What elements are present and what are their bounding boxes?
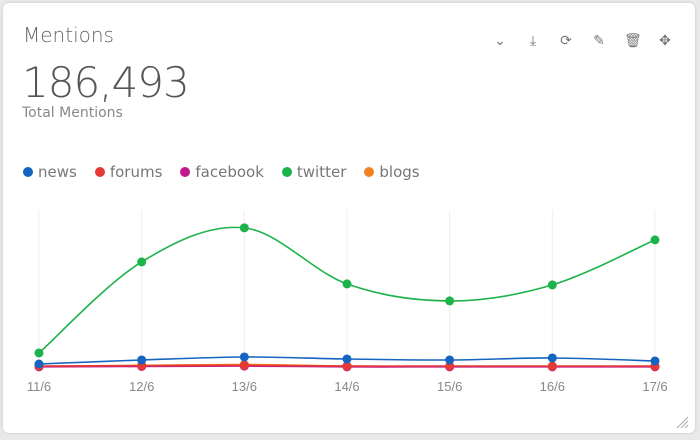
legend-label: news — [38, 163, 77, 181]
resize-handle-icon[interactable] — [675, 415, 689, 429]
data-point-forums — [547, 361, 557, 371]
data-point-news — [445, 355, 455, 365]
legend-dot — [94, 167, 105, 177]
chart-legend: news forums facebook twitter blogs — [23, 163, 420, 181]
data-point-news — [137, 355, 147, 365]
legend-item-news[interactable]: news — [23, 163, 77, 181]
data-point-twitter — [137, 257, 147, 267]
trash-icon[interactable]: 🗑 — [624, 33, 642, 49]
data-point-twitter — [34, 348, 44, 358]
legend-label: twitter — [296, 163, 347, 181]
data-point-twitter — [239, 223, 249, 233]
x-tick-label: 17/6 — [642, 379, 667, 394]
data-point-news — [34, 359, 44, 369]
legend-label: forums — [109, 163, 163, 181]
legend-dot — [180, 167, 191, 177]
legend-label: facebook — [195, 163, 264, 181]
legend-dot — [281, 167, 292, 177]
data-point-news — [547, 353, 557, 363]
x-tick-label: 11/6 — [27, 379, 51, 394]
legend-item-blogs[interactable]: blogs — [364, 163, 420, 181]
legend-item-twitter[interactable]: twitter — [281, 163, 347, 181]
data-point-forums — [239, 360, 249, 370]
data-point-twitter — [650, 235, 660, 245]
refresh-icon[interactable]: ⟳ — [560, 33, 572, 49]
download-icon[interactable]: ⤓ — [529, 33, 537, 49]
legend-item-forums[interactable]: forums — [94, 163, 163, 181]
widget-toolbar: ⌄ ⤓ ⟳ ✎ 🗑 ✥ — [492, 33, 673, 49]
data-point-news — [239, 352, 249, 362]
x-tick-label: 16/6 — [540, 379, 565, 394]
x-tick-label: 12/6 — [129, 379, 154, 394]
x-tick-label: 13/6 — [232, 379, 257, 394]
legend-dot — [364, 167, 375, 177]
edit-icon[interactable]: ✎ — [593, 33, 605, 49]
data-point-forums — [342, 361, 352, 371]
data-point-twitter — [342, 279, 352, 289]
legend-dot — [23, 167, 33, 177]
x-tick-label: 14/6 — [334, 379, 359, 394]
data-point-news — [650, 356, 660, 366]
total-mentions-label: Total Mentions — [22, 105, 123, 121]
chevron-down-icon[interactable]: ⌄ — [494, 33, 506, 49]
legend-label: blogs — [379, 163, 420, 181]
widget-title: Mentions — [23, 23, 114, 47]
x-tick-label: 15/6 — [437, 379, 462, 394]
legend-item-facebook[interactable]: facebook — [180, 163, 264, 181]
data-point-news — [342, 354, 352, 364]
data-point-twitter — [445, 296, 455, 306]
move-icon[interactable]: ✥ — [659, 33, 671, 49]
total-mentions-value: 186,493 — [22, 58, 190, 107]
data-point-twitter — [547, 280, 557, 290]
